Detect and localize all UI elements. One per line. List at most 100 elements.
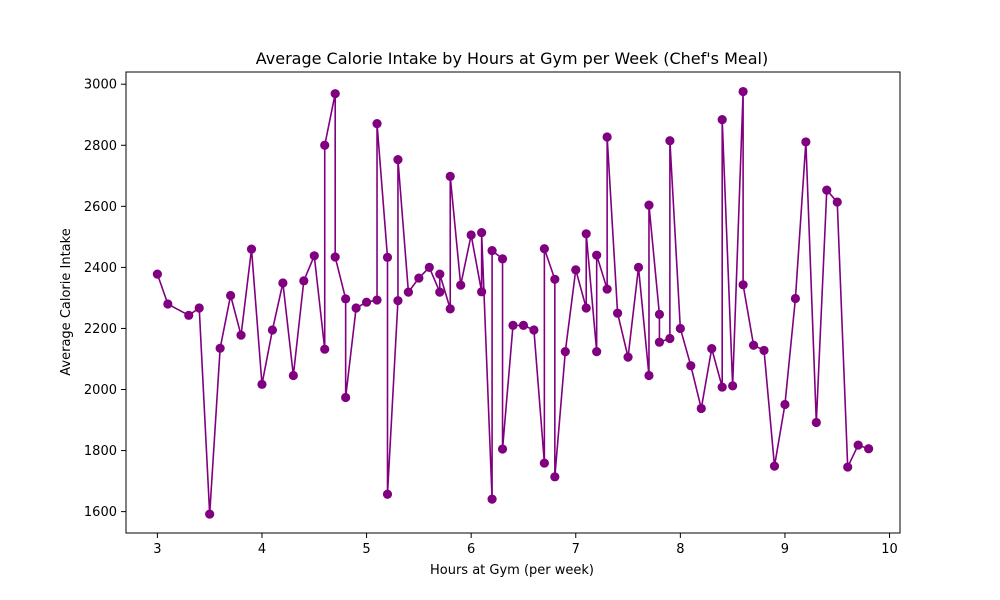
data-point-15 xyxy=(309,251,319,261)
data-point-49 xyxy=(539,244,549,254)
data-point-61 xyxy=(623,352,633,362)
series-line xyxy=(156,90,869,515)
data-point-63 xyxy=(644,370,654,381)
plot-frame xyxy=(125,71,901,534)
data-point-4 xyxy=(194,303,204,313)
data-point-79 xyxy=(759,345,769,356)
data-point-2 xyxy=(163,299,173,309)
data-point-65 xyxy=(654,309,665,320)
data-point-69 xyxy=(675,323,685,334)
data-point-77 xyxy=(738,280,748,290)
data-point-86 xyxy=(832,197,842,207)
y-tick-label: 2800 xyxy=(84,139,117,154)
data-point-85 xyxy=(822,185,832,195)
data-point-10 xyxy=(257,379,267,389)
x-tick-label: 8 xyxy=(676,542,684,557)
data-point-8 xyxy=(236,330,246,340)
data-point-11 xyxy=(267,325,278,335)
x-tick-label: 10 xyxy=(881,542,898,557)
y-tick-label: 2400 xyxy=(84,261,117,276)
data-point-21 xyxy=(341,392,351,403)
data-point-18 xyxy=(330,89,340,99)
data-point-40 xyxy=(477,227,487,238)
data-point-38 xyxy=(466,230,476,240)
data-point-44 xyxy=(497,444,508,454)
data-point-30 xyxy=(403,287,414,297)
data-point-71 xyxy=(696,403,706,414)
data-point-33 xyxy=(435,287,445,297)
data-point-60 xyxy=(612,308,623,318)
data-point-42 xyxy=(487,245,497,256)
x-tick-label: 9 xyxy=(781,542,789,557)
y-axis-label: Average Calorie Intake xyxy=(59,228,74,375)
data-point-58 xyxy=(602,284,612,294)
data-point-68 xyxy=(665,136,675,146)
data-point-64 xyxy=(644,200,654,210)
data-point-70 xyxy=(686,361,696,371)
data-point-75 xyxy=(728,381,738,391)
data-point-59 xyxy=(602,132,612,142)
data-point-6 xyxy=(215,343,225,353)
data-point-31 xyxy=(414,273,424,283)
data-point-36 xyxy=(445,171,455,182)
data-point-24 xyxy=(372,295,382,305)
data-point-29 xyxy=(393,155,403,165)
data-point-89 xyxy=(864,444,874,454)
data-point-23 xyxy=(361,297,372,307)
x-tick-label: 6 xyxy=(467,542,475,557)
data-point-73 xyxy=(717,382,727,392)
data-point-62 xyxy=(633,262,644,272)
data-point-13 xyxy=(288,370,298,381)
data-point-41 xyxy=(487,494,497,504)
data-point-14 xyxy=(299,276,309,286)
data-point-16 xyxy=(320,344,330,354)
data-point-32 xyxy=(424,262,434,272)
x-axis-label: Hours at Gym (per week) xyxy=(430,563,594,578)
data-point-78 xyxy=(748,340,759,350)
data-point-3 xyxy=(184,310,194,320)
y-tick-label: 1600 xyxy=(84,505,117,520)
data-point-20 xyxy=(341,294,351,304)
data-point-34 xyxy=(435,269,445,279)
data-point-12 xyxy=(278,278,288,288)
data-point-1 xyxy=(152,269,162,279)
data-point-39 xyxy=(477,287,487,297)
x-tick-label: 7 xyxy=(572,542,580,557)
y-tick-label: 2200 xyxy=(84,322,117,337)
data-point-26 xyxy=(382,252,393,262)
data-point-47 xyxy=(529,325,539,335)
data-point-56 xyxy=(592,347,602,357)
x-tick-label: 4 xyxy=(258,542,266,557)
data-point-51 xyxy=(550,472,560,482)
data-point-37 xyxy=(456,280,466,290)
y-tick-label: 1800 xyxy=(84,444,117,459)
data-point-50 xyxy=(550,274,560,284)
data-point-84 xyxy=(811,417,821,428)
data-point-53 xyxy=(571,265,581,275)
y-tick-label: 2600 xyxy=(84,200,117,215)
data-point-28 xyxy=(393,296,403,306)
data-point-43 xyxy=(497,254,508,264)
chart-title: Average Calorie Intake by Hours at Gym p… xyxy=(256,49,768,68)
data-point-67 xyxy=(665,333,675,344)
data-point-52 xyxy=(560,347,570,357)
data-point-82 xyxy=(790,293,801,304)
data-point-88 xyxy=(853,440,863,450)
data-point-27 xyxy=(382,489,393,499)
data-point-19 xyxy=(330,252,340,262)
data-point-22 xyxy=(351,303,361,313)
x-tick-label: 3 xyxy=(153,542,161,557)
data-point-5 xyxy=(205,509,215,519)
data-point-9 xyxy=(246,244,257,254)
data-point-72 xyxy=(707,344,717,354)
data-point-76 xyxy=(738,86,748,97)
data-point-55 xyxy=(581,229,591,239)
x-tick-label: 5 xyxy=(362,542,370,557)
data-point-66 xyxy=(654,337,665,347)
data-point-87 xyxy=(843,462,853,472)
data-point-48 xyxy=(539,458,549,468)
data-point-35 xyxy=(445,304,455,314)
data-point-81 xyxy=(780,399,790,410)
data-point-17 xyxy=(320,140,330,150)
